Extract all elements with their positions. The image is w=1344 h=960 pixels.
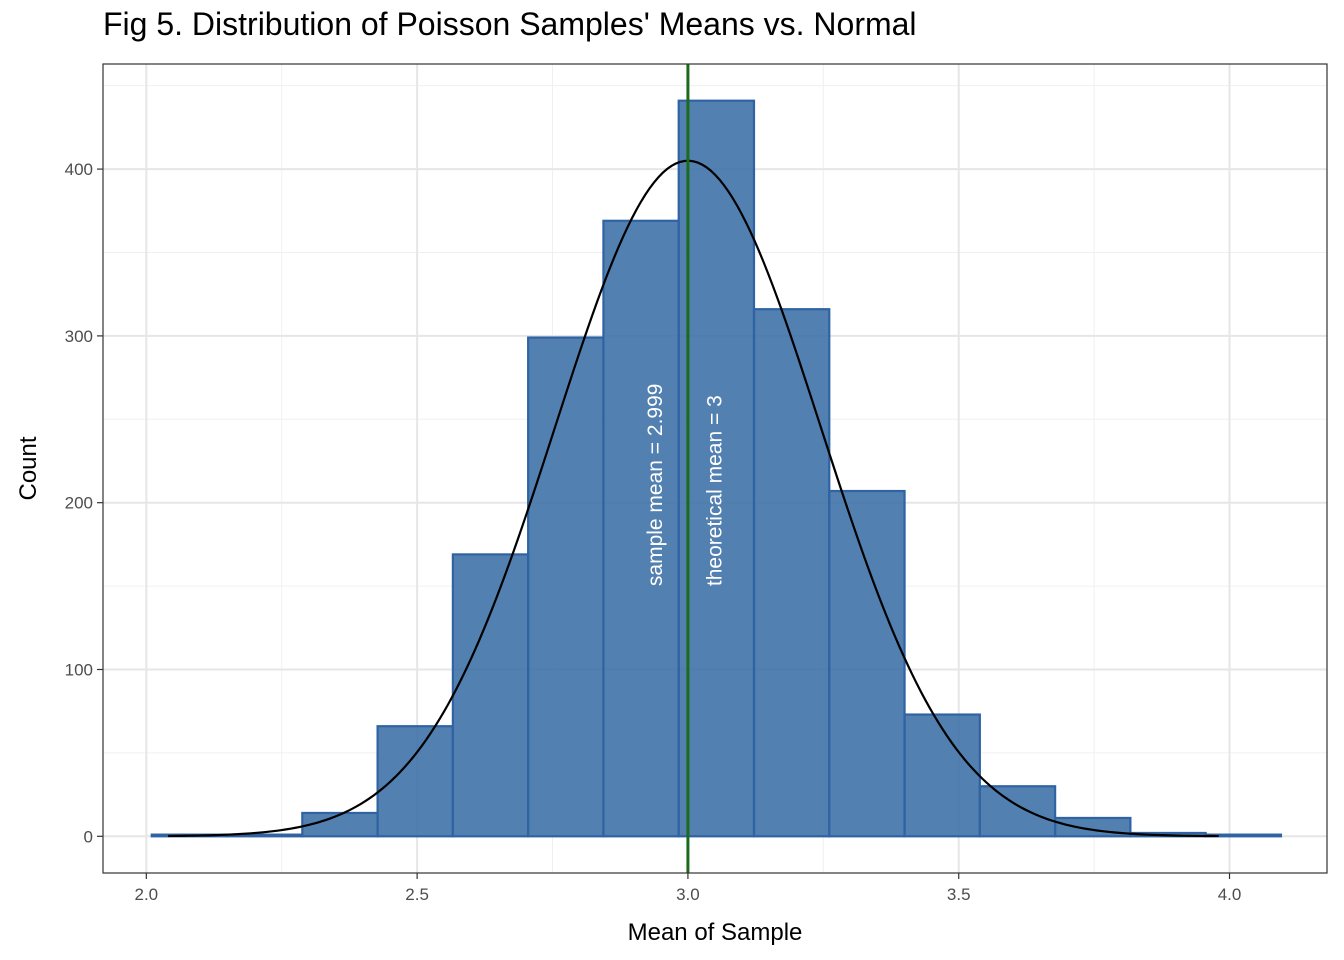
normal-density-curve: [167, 159, 1219, 838]
histogram-bar: [376, 725, 454, 838]
plot-panel-border: [102, 63, 1328, 874]
x-tick-label: 2.0: [135, 885, 159, 904]
y-axis-label: Count: [15, 436, 42, 500]
y-tick-label: 300: [65, 327, 93, 346]
histogram-bar: [527, 336, 605, 838]
histogram-bar: [903, 713, 981, 838]
mean-annotation-label: sample mean = 2.999: [644, 384, 667, 587]
histogram-bars: [150, 99, 1283, 838]
y-tick-label: 100: [65, 660, 93, 679]
histogram-bar: [451, 553, 530, 838]
x-tick-label: 3.0: [676, 885, 700, 904]
histogram-bar: [978, 785, 1057, 838]
y-axis-ticks: 0 100 200 300 400: [65, 160, 103, 846]
x-axis-ticks: 2.0 2.5 3.0 3.5 4.0: [135, 873, 1242, 904]
histogram-bar: [677, 99, 756, 838]
histogram-bar: [828, 489, 906, 838]
mean-annotation-label: theoretical mean = 3: [704, 395, 727, 586]
histogram-bar: [602, 219, 680, 838]
x-axis-label: Mean of Sample: [628, 919, 803, 946]
histogram-bar: [752, 308, 831, 838]
x-tick-label: 2.5: [405, 885, 429, 904]
mean-annotations: sample mean = 2.999 theoretical mean = 3: [644, 384, 727, 587]
x-tick-label: 3.5: [947, 885, 971, 904]
x-tick-label: 4.0: [1218, 885, 1242, 904]
y-tick-label: 0: [84, 827, 93, 846]
chart-title: Fig 5. Distribution of Poisson Samples' …: [103, 6, 917, 42]
y-tick-label: 400: [65, 160, 93, 179]
y-tick-label: 200: [65, 494, 93, 513]
